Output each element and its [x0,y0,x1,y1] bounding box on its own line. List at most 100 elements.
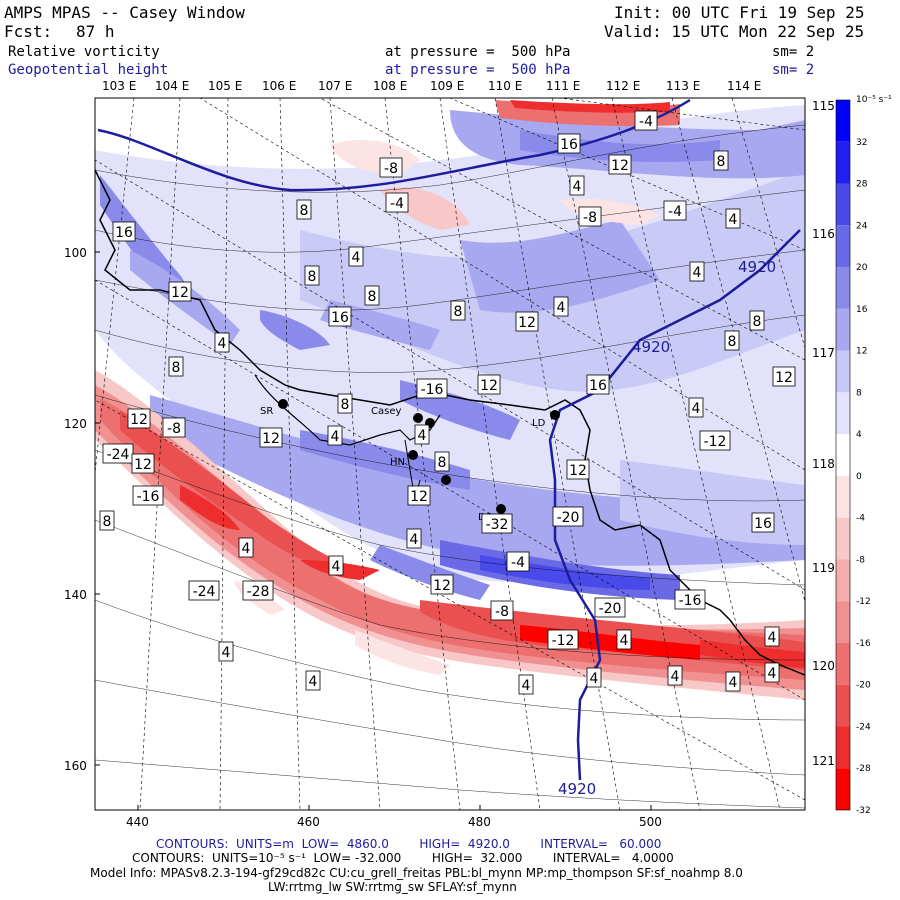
vort-label-text: -16 [137,489,160,505]
shaded-fields [95,98,805,810]
lon-108: 108 E [373,79,407,93]
vort-label-text: -12 [704,434,727,450]
colorbar-swatch [836,308,850,351]
vort-label-text: 16 [589,378,607,394]
vort-label: 4 [238,537,254,558]
field2-smoothing: sm= 2 [772,62,815,78]
height-label-3: 4920 [558,780,596,798]
vort-label: 4 [414,424,430,445]
vort-label-text: 8 [300,203,309,219]
height-contour-north [97,98,691,192]
vort-label: 12 [477,374,501,395]
field2-name: Geopotential height [8,62,169,78]
vort-label-text: 4 [620,633,629,649]
height-labels: 4920 4920 4920 [558,258,776,798]
y-axis-ticks: 100 120 140 160 [64,246,100,773]
colorbar-swatch [836,601,850,643]
colorbar-swatch [836,642,850,685]
footer-height-contours: CONTOURS: UNITS=m LOW= 4860.0 HIGH= 4920… [156,837,662,851]
vort-label: 16 [112,221,136,242]
vort-label: 4 [328,555,344,576]
footer-physics: LW:rrtmg_lw SW:rrtmg_sw SFLAY:sf_mynn [268,880,517,894]
lon-114: 114 E [727,79,761,93]
vort-label: 8 [304,265,320,286]
vort-label-text: 4 [218,336,227,352]
vort-neg-band-24-west [120,410,360,571]
vort-label: -20 [552,506,584,527]
vort-label-text: 12 [134,457,152,473]
colorbar-level-label: -24 [856,722,871,732]
vort-top-red-dark [510,100,670,113]
vort-label: 4 [764,626,780,647]
vort-label-text: 12 [410,489,428,505]
vort-label: 4 [214,332,230,353]
colorbar-swatch [836,100,850,142]
vort-south-16-b [370,545,490,600]
vort-label-text: -8 [583,210,597,226]
colorbar-swatch [836,517,850,560]
vort-label: 12 [407,485,431,506]
x-tick-480: 480 [468,815,491,829]
y-tick-140: 140 [64,588,87,602]
vort-label: -16 [416,378,448,399]
vort-label: 16 [557,133,581,154]
vort-label-text: 4 [557,300,566,316]
vort-label: -16 [132,485,164,506]
colorbar-level-label: -12 [856,597,871,607]
vort-label-text: 12 [171,285,189,301]
vort-label: 12 [131,453,155,474]
vort-label-text: 12 [518,315,536,331]
vort-label: 12 [772,366,796,387]
lon-107: 107 E [318,79,352,93]
station-casey-label: Casey [371,406,401,417]
vort-label: 4 [616,629,632,650]
forecast-label: Fcst: [4,22,53,41]
vort-label-text: 8 [368,289,377,305]
vort-label-text: 4 [410,532,419,548]
vort-label: -24 [188,580,220,601]
vort-label: 16 [586,374,610,395]
vort-label: 8 [434,451,450,472]
vort-label: -4 [663,200,687,221]
vort-label: -28 [242,580,274,601]
lon-110: 110 E [488,79,522,93]
vort-label: 12 [127,408,151,429]
vort-label-text: -16 [679,593,702,609]
vort-label: 8 [337,393,353,414]
init-time: Init: 00 UTC Fri 19 Sep 25 [614,3,865,22]
colorbar-level-label: 28 [856,180,868,190]
vort-label: -32 [481,513,513,534]
colorbar-swatch [836,141,850,184]
vort-label: 12 [259,427,283,448]
vort-label-text: -24 [193,584,216,600]
station-hn-dot [408,450,418,460]
vort-label: -4 [506,551,530,572]
vort-label-text: 4 [671,669,680,685]
height-label-1: 4920 [738,258,776,276]
forecast-value: 87 h [76,22,115,41]
field1-smoothing: sm= 2 [772,44,815,60]
colorbar-level-label: -4 [856,514,865,524]
vort-label: 4 [725,671,741,692]
colorbar-level-label: 12 [856,347,867,357]
vort-label-text: 8 [308,269,317,285]
vort-label: 4 [327,425,343,446]
colorbar-frame [835,99,851,811]
vort-label-text: 8 [341,397,350,413]
colorbar-level-label: 24 [856,221,868,231]
vort-label: 12 [430,574,454,595]
vort-label: 4 [689,261,705,282]
colorbar-level-label: 4 [856,430,862,440]
vort-label: 4 [348,246,364,267]
vort-label-text: 8 [753,314,762,330]
vort-label: 8 [168,356,184,377]
vort-label-text: -20 [557,510,580,526]
vort-label: -20 [594,597,626,618]
station-ds-dot [496,504,506,514]
field1-level: at pressure = 500 hPa [385,44,571,60]
station-casey-dot [413,413,423,423]
vort-label-text: 4 [693,265,702,281]
top-longitude-labels: 103 E 104 E 105 E 106 E 107 E 108 E 109 … [102,79,761,93]
vort-label-text: 12 [262,431,280,447]
vort-pos-16-region-a [260,310,330,350]
